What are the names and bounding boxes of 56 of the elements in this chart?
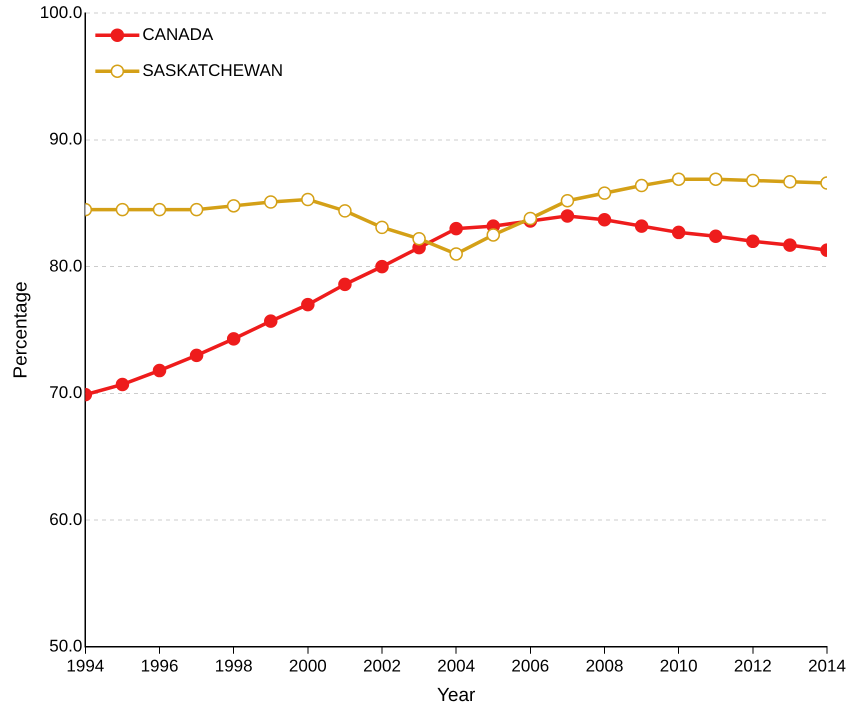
x-tick-label: 2014 [808,656,846,676]
x-tick-label: 2006 [511,656,550,676]
x-tick-label: 2000 [288,656,327,676]
x-tick-label: 2008 [586,656,624,676]
point [524,212,538,226]
point [338,278,352,292]
x-tick-label: 2004 [437,656,476,676]
point [226,332,240,346]
x-tick-label: 2010 [660,656,698,676]
point [375,260,389,274]
point [264,314,278,328]
x-tick-label: 1998 [214,656,253,676]
x-axis-title: Year [436,684,476,706]
point [301,192,315,206]
point [116,378,130,392]
point [709,172,722,186]
x-tick-label: 2012 [734,656,772,676]
point [338,204,352,218]
point [783,174,797,188]
point [116,202,130,216]
point [301,298,315,312]
point [560,209,574,223]
point [634,178,648,192]
point [709,229,722,243]
point [449,247,463,261]
point [264,195,278,209]
x-tick-label: 2002 [363,656,401,676]
point [190,202,204,216]
x-tick-label: 1994 [66,656,104,676]
point [783,238,797,252]
point [375,220,389,234]
point [634,219,648,233]
point [672,226,686,240]
point [560,194,574,208]
y-tick-label: 80.0 [49,256,82,276]
point [746,174,760,188]
point [598,213,612,227]
point [672,172,686,186]
point [412,232,426,246]
y-tick-label: 70.0 [49,383,82,402]
point [746,234,760,248]
y-tick-label: 90.0 [49,130,82,149]
point [152,202,166,216]
y-tick-label: 100.0 [40,2,82,22]
point [226,199,240,213]
point [190,348,204,362]
y-tick-label: 60.0 [49,510,82,529]
legend-label: CANADA [142,24,214,44]
point [486,228,500,242]
point [598,186,612,200]
y-axis-title: Percentage [10,281,32,379]
point [449,222,463,236]
y-tick-label: 50.0 [49,636,82,656]
x-tick-label: 1996 [140,656,178,676]
point [152,364,166,378]
legend-label: SASKATCHEWAN [142,60,284,80]
